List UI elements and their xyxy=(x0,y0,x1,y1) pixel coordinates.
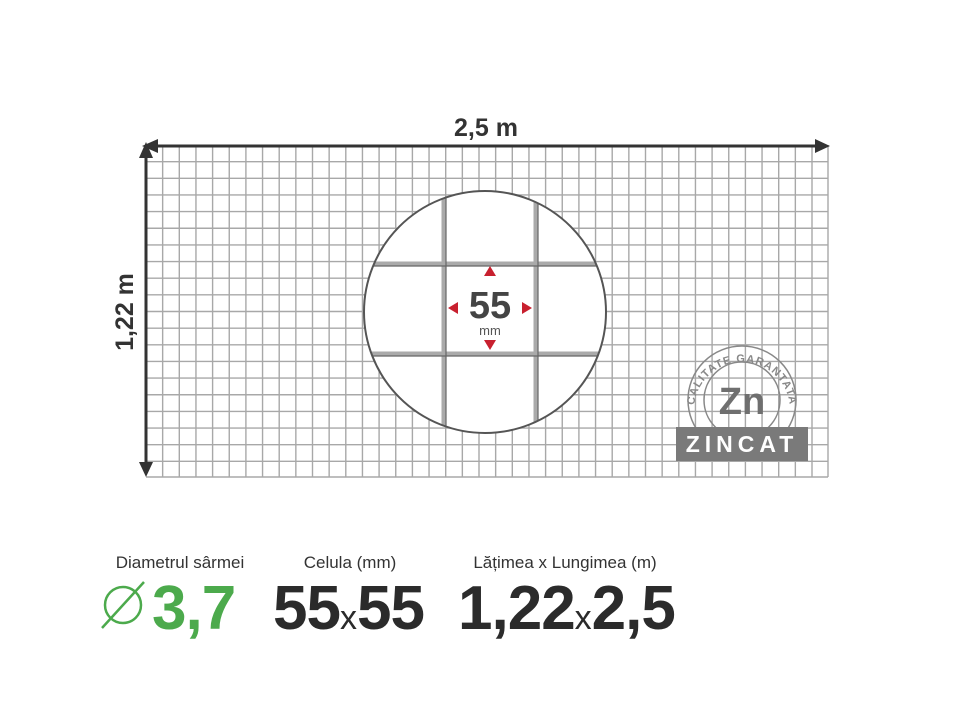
magnified-cell-detail: 55 mm xyxy=(363,190,607,434)
arrow-up-icon xyxy=(139,142,153,158)
width-label: 2,5 m xyxy=(454,114,518,142)
diameter-icon xyxy=(101,581,145,629)
arrow-up-red-icon xyxy=(484,266,496,276)
dimensions-label: Lățimea x Lungimea (m) xyxy=(473,553,657,572)
svg-text:ZINCAT: ZINCAT xyxy=(686,431,799,457)
arrow-left-red-icon xyxy=(448,302,458,314)
height-label: 1,22 m xyxy=(111,273,139,351)
wire-diameter-label: Diametrul sârmei xyxy=(115,553,245,572)
cell-size-label: Celula (mm) xyxy=(303,553,397,572)
cell-value: 55 xyxy=(469,285,511,327)
wire-diameter-value: 3,7 xyxy=(152,574,236,643)
arrow-down-icon xyxy=(139,462,153,477)
cell-unit: mm xyxy=(479,323,501,338)
arrow-left-icon xyxy=(142,139,158,153)
cell-size-value: 55x55 xyxy=(273,574,425,643)
arrow-right-icon xyxy=(815,139,830,153)
arrow-right-red-icon xyxy=(522,302,532,314)
dimensions-value: 1,22x2,5 xyxy=(458,574,676,643)
svg-text:Zn: Zn xyxy=(719,381,765,423)
arrow-down-red-icon xyxy=(484,340,496,350)
